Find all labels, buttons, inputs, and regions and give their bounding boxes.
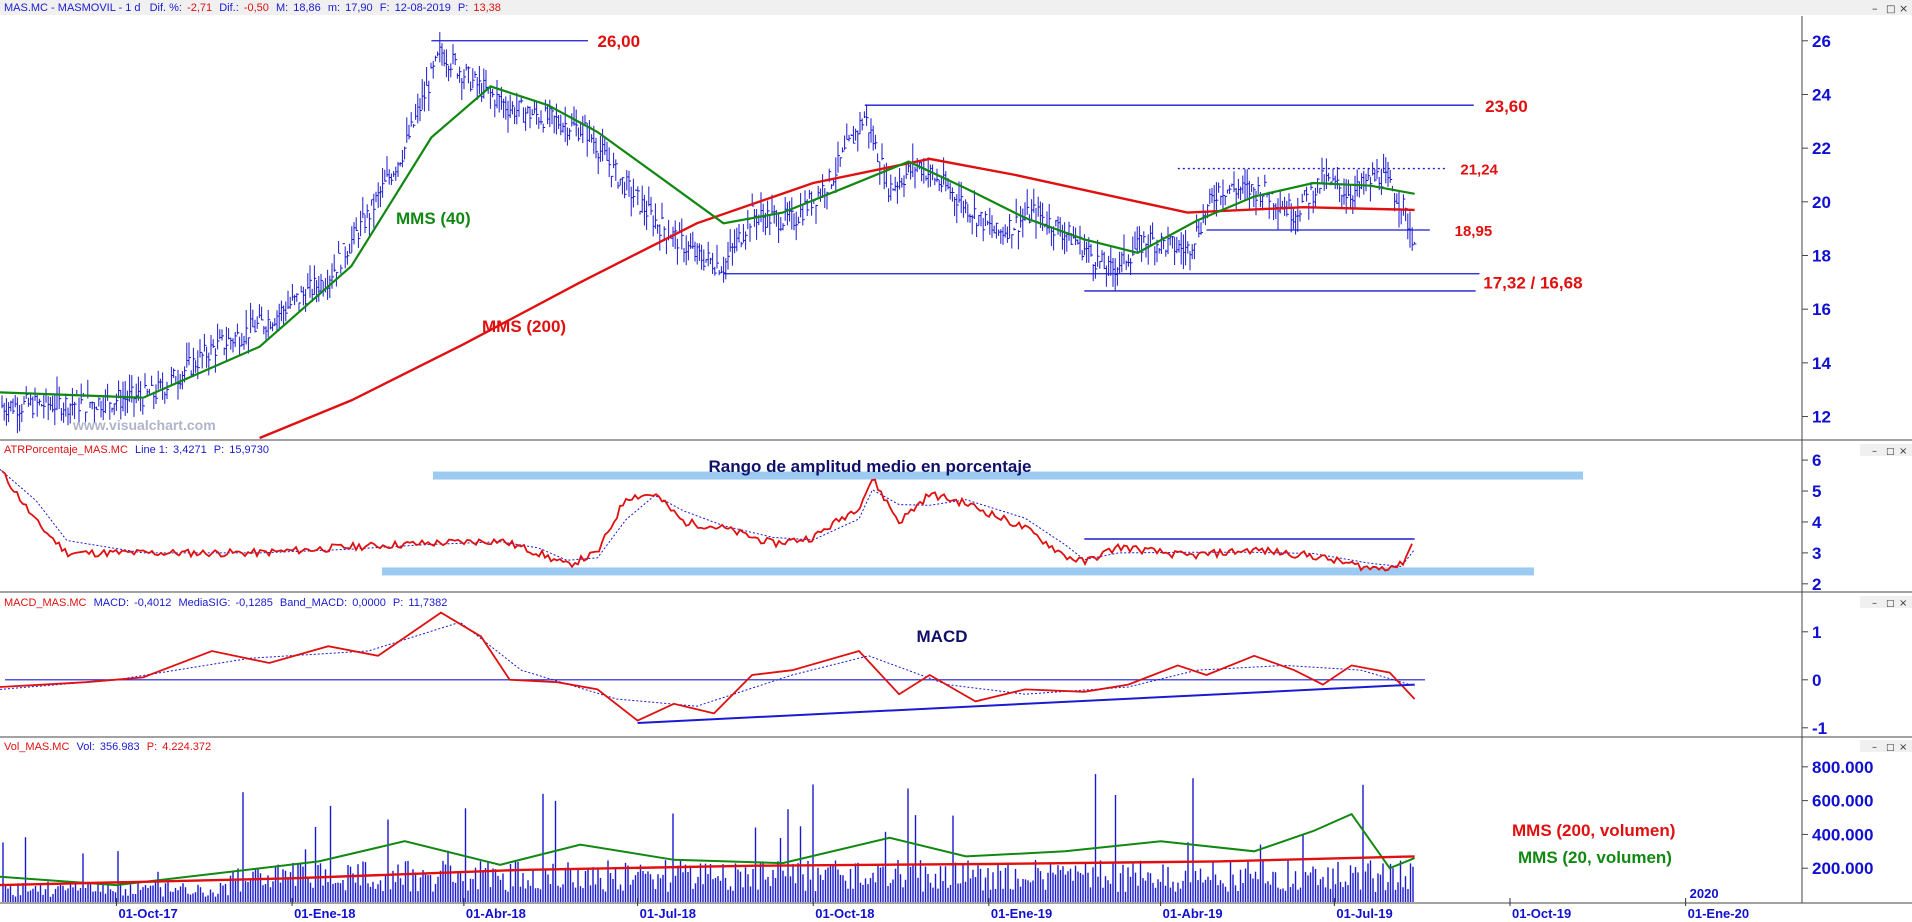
macd-y-tick-label: 0	[1812, 671, 1821, 690]
price-y-tick-label: 26	[1812, 32, 1831, 51]
x-tick-label: 01-Jul-18	[640, 906, 696, 921]
macd-signal-line	[0, 621, 1415, 707]
panel-controls-bg	[1860, 596, 1912, 608]
x-tick-label: 01-Oct-19	[1512, 906, 1571, 921]
macd-y-tick-label: 1	[1812, 623, 1821, 642]
x-axis: 01-Oct-17 01-Ene-18 01-Abr-18 01-Jul-18 01-O…	[115, 886, 1749, 921]
level-label-23-60: 23,60	[1485, 97, 1528, 116]
price-y-tick-label: 14	[1812, 354, 1831, 373]
atr-y-tick-label: 6	[1812, 451, 1821, 470]
macd-line	[0, 611, 1416, 722]
close-icon[interactable]: ×	[1899, 2, 1908, 15]
price-y-tick-label: 16	[1812, 300, 1831, 319]
price-y-tick-label: 12	[1812, 408, 1831, 427]
macd-header: MACD_MAS.MC MACD: -0,4012 MediaSIG: -0,1…	[4, 597, 447, 609]
atr-y-tick-label: 3	[1812, 544, 1821, 563]
atr-y-tick-label: 5	[1812, 482, 1821, 501]
minimize-icon: –	[1872, 446, 1877, 457]
price-panel: 12 14 16 18 20 22 24 26 26,00 23,60 21,24 18,95 17,3…	[0, 32, 1831, 440]
macd-title: MACD	[917, 627, 968, 646]
header-symbol: MAS.MC - MASMOVIL - 1 d	[4, 2, 141, 14]
panel-controls-bg	[1860, 740, 1912, 752]
mms200-line	[259, 157, 1415, 440]
macd-y-tick-label: -1	[1812, 719, 1827, 738]
volume-y-tick-label: 400.000	[1812, 825, 1873, 844]
mms40-label: MMS (40)	[396, 209, 471, 228]
panel-frames: – □ ×– □ ×– □ ×	[0, 16, 1912, 904]
restore-icon[interactable]: □	[1886, 4, 1895, 15]
x-tick-label: 01-Ene-20	[1688, 906, 1749, 921]
minimize-icon: –	[1872, 742, 1877, 753]
atr-header: ATRPorcentaje_MAS.MC Line 1: 3,4271 P: 1…	[4, 444, 269, 456]
close-icon: ×	[1899, 598, 1907, 609]
macd-panel: -1 0 1	[0, 611, 1827, 738]
x-tick-label: 01-Ene-19	[991, 906, 1052, 921]
price-y-tick-label: 18	[1812, 246, 1831, 265]
minimize-icon: –	[1872, 598, 1877, 609]
x-tick-label: 01-Jul-19	[1336, 906, 1392, 921]
header-text: MAS.MC - MASMOVIL - 1 d Dif. %: -2,71 Di…	[4, 2, 501, 14]
volume-header: Vol_MAS.MC Vol: 356.983 P: 4.224.372	[4, 741, 211, 753]
x-tick-label: 01-Abr-19	[1163, 906, 1223, 921]
atr-panel: 2 3 4 5 6	[0, 451, 1822, 594]
macd-trendline	[637, 683, 1415, 724]
volume-y-tick-label: 200.000	[1812, 859, 1873, 878]
restore-icon: □	[1886, 447, 1895, 457]
window-controls[interactable]: – □ ×	[1872, 2, 1908, 15]
mms40-line	[0, 85, 1415, 399]
price-y-tick-label: 20	[1812, 193, 1831, 212]
close-icon: ×	[1899, 742, 1907, 753]
close-icon: ×	[1899, 446, 1907, 457]
volume-mms20-line	[0, 812, 1415, 887]
level-label-21-24: 21,24	[1460, 162, 1498, 179]
restore-icon: □	[1886, 599, 1895, 609]
atr-title: Rango de amplitud medio en porcentaje	[708, 457, 1031, 476]
volume-panel: 200.000 400.000 600.000 800.000	[0, 758, 1873, 902]
x-tick-label: 01-Oct-17	[118, 906, 177, 921]
year-mark: 2020	[1690, 886, 1719, 901]
x-tick-label: 01-Abr-18	[466, 906, 526, 921]
minimize-icon[interactable]: –	[1872, 2, 1878, 15]
volume-mms200-label: MMS (200, volumen)	[1512, 821, 1675, 840]
level-label-18-95: 18,95	[1455, 223, 1493, 240]
atr-y-tick-label: 4	[1812, 513, 1822, 532]
panel-controls-bg	[1860, 444, 1912, 456]
volume-y-tick-label: 800.000	[1812, 758, 1873, 777]
header-bar	[0, 0, 1912, 15]
x-tick-label: 01-Oct-18	[815, 906, 874, 921]
atr-line	[1, 470, 1413, 572]
price-y-tick-label: 24	[1812, 85, 1831, 104]
atr-y-tick-label: 2	[1812, 575, 1821, 594]
price-y-tick-label: 22	[1812, 139, 1831, 158]
mms200-label: MMS (200)	[482, 317, 566, 336]
volume-y-tick-label: 600.000	[1812, 792, 1873, 811]
volume-mms200-line	[0, 855, 1415, 887]
watermark: www.visualchart.com	[72, 417, 216, 433]
level-label-17-32-16-68: 17,32 / 16,68	[1483, 273, 1582, 292]
volume-mms20-label: MMS (20, volumen)	[1518, 848, 1672, 867]
atr-upper-band	[433, 471, 1583, 480]
x-tick-label: 01-Ene-18	[294, 906, 355, 921]
level-label-26: 26,00	[598, 32, 641, 51]
restore-icon: □	[1886, 743, 1895, 753]
atr-lower-band	[382, 567, 1534, 576]
